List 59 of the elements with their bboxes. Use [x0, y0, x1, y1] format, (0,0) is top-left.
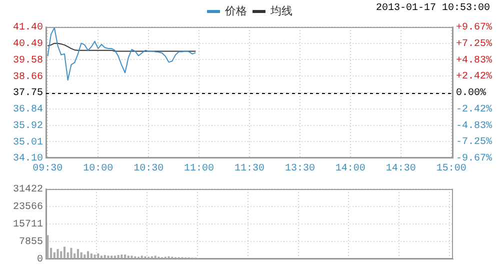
bar	[110, 256, 113, 258]
bar	[70, 248, 72, 258]
x-tick-label: 11:00	[184, 164, 214, 175]
y2-tick-label: 0.00%	[456, 88, 486, 100]
x-tick-label: 11:30	[234, 164, 265, 175]
bar	[46, 235, 49, 258]
y-tick-label: 7855	[18, 237, 43, 248]
y-tick-label: 0	[36, 254, 43, 266]
y-tick-label: 37.75	[12, 88, 43, 100]
bar	[80, 252, 82, 258]
legend-label: 价格	[224, 4, 247, 18]
y2-tick-label: +7.25%	[456, 39, 492, 50]
y-tick-label: 15711	[12, 220, 43, 231]
bar	[87, 251, 90, 258]
x-tick-label: 09:30	[32, 164, 63, 175]
bar	[154, 256, 156, 258]
y2-tick-label: -4.83%	[456, 120, 492, 132]
y2-tick-label: -2.42%	[456, 104, 492, 116]
y-tick-label: 41.40	[12, 22, 43, 34]
bar	[124, 254, 126, 258]
bar	[56, 248, 59, 258]
bar	[97, 253, 100, 258]
bar	[127, 256, 130, 258]
bar	[120, 254, 123, 258]
bar	[76, 248, 79, 258]
y-tick-label: 31422	[12, 184, 43, 196]
x-tick-label: 10:00	[83, 164, 114, 175]
x-tick-label: 14:00	[335, 164, 366, 175]
text: 2013-01-17 10:53:00	[376, 3, 490, 14]
bar	[94, 254, 96, 258]
legend-label: 均线	[270, 4, 292, 18]
y2-tick-label: -9.67%	[456, 154, 492, 165]
y-tick-label: 40.49	[12, 38, 43, 50]
y-tick-label: 39.58	[12, 55, 43, 66]
y2-tick-label: -7.25%	[456, 137, 492, 148]
x-tick-label: 14:30	[386, 164, 416, 175]
y2-tick-label: +9.67%	[456, 22, 492, 34]
y-tick-label: 35.92	[12, 120, 43, 132]
y-tick-label: 36.84	[12, 104, 43, 116]
y-tick-label: 35.01	[12, 137, 43, 148]
bar	[140, 256, 143, 258]
y2-tick-label: +2.42%	[456, 72, 492, 83]
bar	[90, 253, 92, 258]
bar	[53, 252, 56, 258]
bar	[107, 256, 110, 258]
y2-tick-label: +4.83%	[456, 55, 492, 66]
bar	[63, 246, 66, 258]
x-tick-label: 15:00	[436, 164, 466, 175]
x-tick-label: 10:30	[134, 164, 164, 175]
y-tick-label: 23566	[12, 202, 43, 214]
y-tick-label: 38.66	[12, 72, 43, 83]
bar	[100, 256, 103, 258]
x-tick-label: 13:30	[284, 164, 315, 175]
bar	[130, 256, 133, 258]
y-tick-label: 34.10	[12, 154, 43, 165]
bar	[117, 254, 120, 258]
bar	[84, 254, 86, 258]
bar	[114, 256, 116, 258]
bar	[104, 254, 106, 258]
